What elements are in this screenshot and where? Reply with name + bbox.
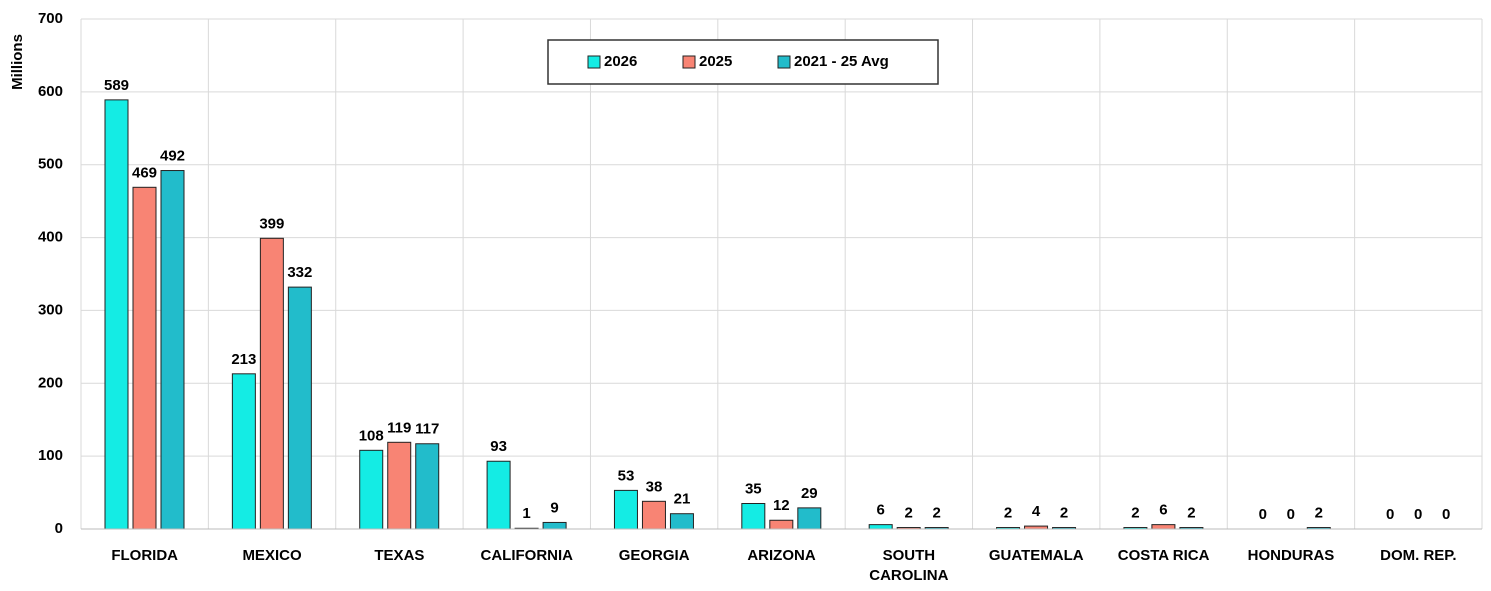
bar [359,449,384,530]
data-label: 35 [745,480,762,497]
legend-box [547,39,939,85]
data-label: 332 [287,264,312,281]
legend: 2026 2025 2021 - 25 Avg [547,39,939,85]
legend-label: 2026 [604,53,637,70]
y-tick-label: 700 [38,10,63,27]
bar [104,99,129,530]
data-label: 2 [1060,505,1068,522]
x-tick-label: CALIFORNIA [481,547,574,564]
legend-swatch [777,55,791,69]
legend-swatch [587,55,601,69]
bar [387,441,412,530]
data-label: 2 [1004,505,1012,522]
data-label: 2 [1315,505,1323,522]
y-tick-label: 600 [38,83,63,100]
data-label: 93 [490,438,507,455]
data-label: 0 [1259,506,1267,523]
bar [669,513,694,530]
x-tick-label: DOM. REP. [1380,547,1456,564]
data-label: 119 [387,419,411,436]
bar [613,489,638,530]
x-tick-label: GUATEMALA [989,547,1084,564]
data-label: 9 [550,499,558,516]
y-tick-label: 0 [55,520,63,537]
data-label: 492 [160,148,185,165]
x-tick-label: FLORIDA [111,547,178,564]
x-tick-label: ARIZONA [747,547,815,564]
data-label: 4 [1032,503,1041,520]
bar [287,286,312,530]
data-label: 0 [1287,506,1295,523]
bar [259,237,284,530]
y-tick-label: 100 [38,447,63,464]
data-label: 2 [933,505,941,522]
bar [132,186,157,530]
data-label: 38 [646,478,663,495]
data-label: 469 [132,164,157,181]
legend-label: 2025 [699,53,732,70]
data-label: 21 [674,491,691,508]
data-label: 117 [415,421,439,438]
y-tick-label: 500 [38,156,63,173]
x-tick-label: GEORGIA [619,547,690,564]
data-label: 2 [905,505,913,522]
data-label: 108 [359,427,384,444]
bar [231,373,256,530]
data-label: 53 [618,467,635,484]
x-tick-label: COSTA RICA [1118,547,1210,564]
x-tick-label: MEXICO [242,547,302,564]
bar [741,503,766,530]
bar [797,507,822,530]
bar [160,170,185,530]
bar [542,521,567,530]
y-tick-label: 200 [38,374,63,391]
data-label: 0 [1386,506,1394,523]
x-tick-label: SOUTH CAROLINA [869,547,948,584]
data-label: 1 [522,505,530,522]
bar [868,524,893,530]
bar [1151,524,1176,530]
bar [641,500,666,530]
data-label: 0 [1414,506,1422,523]
data-label: 12 [773,497,790,514]
data-label: 213 [231,351,256,368]
data-label: 2 [1131,505,1139,522]
legend-swatch [682,55,696,69]
data-label: 2 [1187,505,1195,522]
bar [486,460,511,530]
y-axis-label: Millions [9,34,26,90]
y-tick-label: 400 [38,229,63,246]
data-label: 6 [1159,502,1167,519]
data-label: 29 [801,485,818,502]
bar [769,519,794,530]
data-label: 6 [877,502,885,519]
legend-label: 2021 - 25 Avg [794,53,889,70]
data-label: 589 [104,77,129,94]
data-label: 0 [1442,506,1450,523]
bar [415,443,440,530]
y-tick-label: 300 [38,301,63,318]
x-tick-label: HONDURAS [1248,547,1335,564]
x-tick-label: TEXAS [374,547,424,564]
data-label: 399 [259,215,284,232]
